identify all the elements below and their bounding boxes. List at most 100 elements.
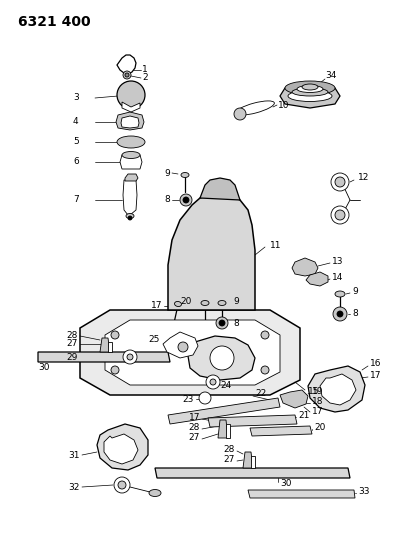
- Polygon shape: [226, 424, 230, 438]
- Circle shape: [111, 366, 119, 374]
- Polygon shape: [100, 338, 110, 352]
- Polygon shape: [168, 194, 255, 310]
- Ellipse shape: [117, 136, 145, 148]
- Text: 12: 12: [358, 174, 369, 182]
- Text: 7: 7: [73, 196, 79, 205]
- Ellipse shape: [236, 101, 274, 115]
- Circle shape: [111, 331, 119, 339]
- Circle shape: [331, 206, 349, 224]
- Polygon shape: [116, 112, 144, 130]
- Text: 32: 32: [69, 482, 80, 491]
- Text: 14: 14: [332, 273, 344, 282]
- Polygon shape: [123, 180, 137, 215]
- Circle shape: [117, 81, 145, 109]
- Polygon shape: [80, 310, 300, 395]
- Polygon shape: [155, 468, 350, 478]
- Text: 16: 16: [370, 359, 381, 368]
- Text: 6: 6: [73, 157, 79, 166]
- Polygon shape: [292, 258, 318, 276]
- Polygon shape: [122, 102, 140, 112]
- Text: 5: 5: [73, 138, 79, 147]
- Circle shape: [183, 197, 189, 203]
- Text: 28: 28: [67, 332, 78, 341]
- Ellipse shape: [175, 302, 182, 306]
- Ellipse shape: [297, 85, 323, 93]
- Circle shape: [178, 342, 188, 352]
- Text: 4: 4: [73, 117, 79, 126]
- Polygon shape: [251, 456, 255, 468]
- Text: 27: 27: [188, 433, 200, 442]
- Polygon shape: [243, 452, 253, 468]
- Text: 3: 3: [73, 93, 79, 102]
- Ellipse shape: [149, 489, 161, 497]
- Text: 29: 29: [67, 353, 78, 362]
- Circle shape: [216, 317, 228, 329]
- Ellipse shape: [335, 291, 345, 297]
- Text: 17: 17: [370, 370, 381, 379]
- Text: 21: 21: [298, 411, 309, 421]
- Circle shape: [123, 350, 137, 364]
- Polygon shape: [306, 272, 328, 286]
- Circle shape: [180, 194, 192, 206]
- Text: 17: 17: [188, 414, 200, 423]
- Circle shape: [127, 354, 133, 360]
- Text: 24: 24: [220, 381, 231, 390]
- Polygon shape: [320, 374, 356, 405]
- Text: 8: 8: [233, 319, 239, 327]
- Polygon shape: [308, 366, 365, 412]
- Polygon shape: [97, 424, 148, 470]
- Circle shape: [125, 73, 129, 77]
- Polygon shape: [117, 55, 136, 74]
- Text: 30: 30: [38, 364, 49, 373]
- Circle shape: [261, 366, 269, 374]
- Text: 18: 18: [312, 398, 324, 407]
- Text: 25: 25: [149, 335, 160, 344]
- Text: 9: 9: [352, 287, 358, 296]
- Polygon shape: [125, 174, 138, 181]
- Polygon shape: [108, 342, 112, 352]
- Polygon shape: [168, 398, 280, 424]
- Polygon shape: [104, 434, 138, 464]
- Text: 17: 17: [151, 301, 162, 310]
- Ellipse shape: [285, 81, 335, 95]
- Text: 2: 2: [142, 74, 148, 83]
- Text: 23: 23: [183, 395, 194, 405]
- Text: 20: 20: [181, 297, 192, 306]
- Text: 11: 11: [270, 240, 282, 249]
- Text: 8: 8: [352, 310, 358, 319]
- Polygon shape: [105, 320, 280, 385]
- Polygon shape: [248, 490, 355, 498]
- Polygon shape: [120, 155, 142, 169]
- Text: 28: 28: [188, 424, 200, 432]
- Ellipse shape: [302, 84, 318, 90]
- Text: 34: 34: [325, 71, 336, 80]
- Text: 28: 28: [224, 446, 235, 455]
- Circle shape: [234, 108, 246, 120]
- Text: 20: 20: [314, 424, 325, 432]
- Ellipse shape: [122, 151, 140, 158]
- Text: 31: 31: [69, 450, 80, 459]
- Text: 8: 8: [164, 196, 170, 205]
- Circle shape: [206, 375, 220, 389]
- Text: 33: 33: [358, 488, 370, 497]
- Text: 13: 13: [332, 257, 344, 266]
- Circle shape: [128, 216, 132, 220]
- Ellipse shape: [292, 88, 328, 96]
- Polygon shape: [218, 420, 228, 438]
- Text: 22: 22: [255, 390, 266, 399]
- Text: 30: 30: [280, 480, 291, 489]
- Circle shape: [114, 477, 130, 493]
- Circle shape: [210, 346, 234, 370]
- Text: 9: 9: [164, 168, 170, 177]
- Circle shape: [261, 331, 269, 339]
- Circle shape: [118, 481, 126, 489]
- Text: 10: 10: [278, 101, 290, 109]
- Ellipse shape: [288, 91, 332, 101]
- Circle shape: [331, 173, 349, 191]
- Circle shape: [123, 71, 131, 79]
- Polygon shape: [250, 426, 312, 436]
- Circle shape: [333, 307, 347, 321]
- Circle shape: [199, 392, 211, 404]
- Circle shape: [335, 210, 345, 220]
- Ellipse shape: [201, 301, 209, 305]
